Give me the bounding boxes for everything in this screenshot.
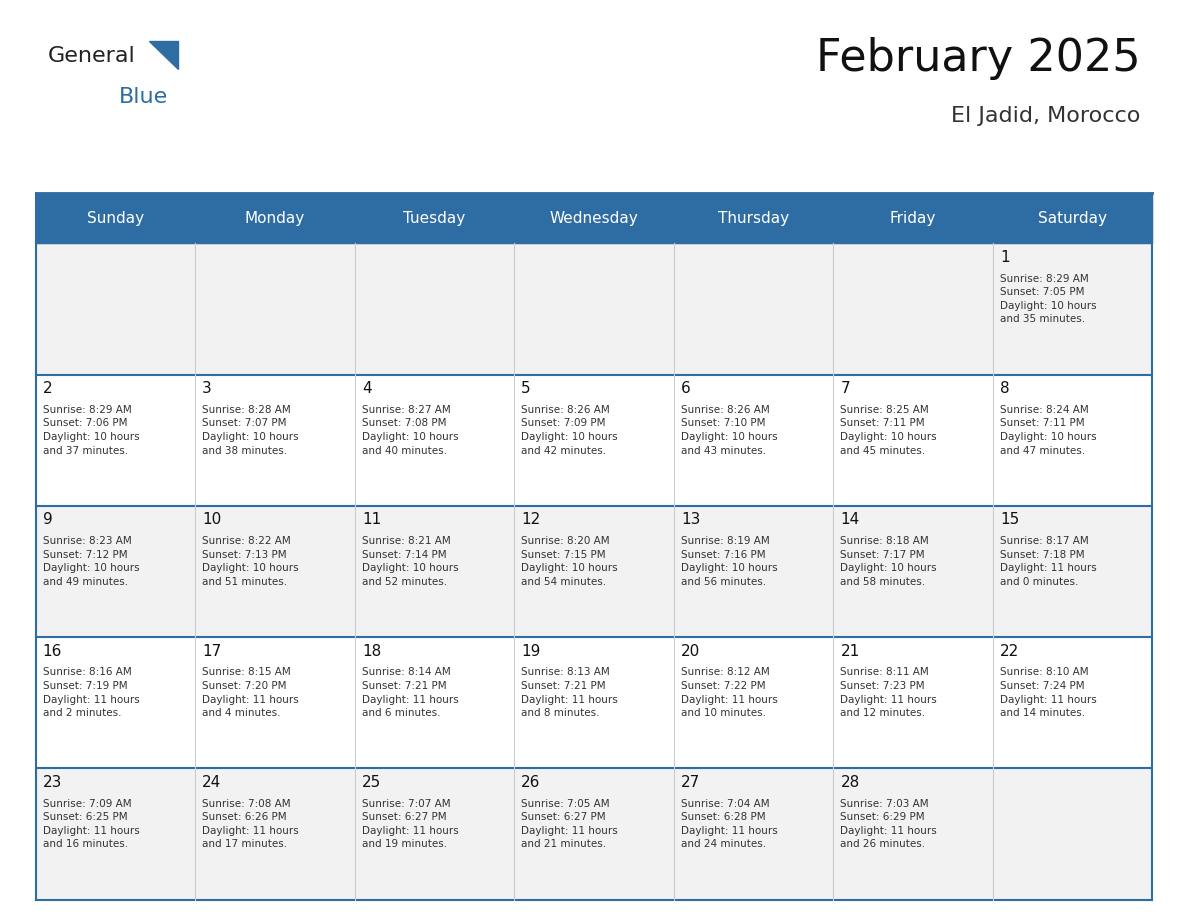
Text: 3: 3 bbox=[202, 381, 211, 396]
Text: 18: 18 bbox=[362, 644, 381, 658]
Text: 16: 16 bbox=[43, 644, 62, 658]
Text: Sunrise: 8:12 AM
Sunset: 7:22 PM
Daylight: 11 hours
and 10 minutes.: Sunrise: 8:12 AM Sunset: 7:22 PM Dayligh… bbox=[681, 667, 778, 718]
Text: 13: 13 bbox=[681, 512, 700, 527]
Text: Sunrise: 7:09 AM
Sunset: 6:25 PM
Daylight: 11 hours
and 16 minutes.: Sunrise: 7:09 AM Sunset: 6:25 PM Dayligh… bbox=[43, 799, 139, 849]
Text: Sunrise: 8:18 AM
Sunset: 7:17 PM
Daylight: 10 hours
and 58 minutes.: Sunrise: 8:18 AM Sunset: 7:17 PM Dayligh… bbox=[840, 536, 937, 587]
Text: 11: 11 bbox=[362, 512, 381, 527]
Text: El Jadid, Morocco: El Jadid, Morocco bbox=[952, 106, 1140, 126]
Text: 17: 17 bbox=[202, 644, 221, 658]
Text: 21: 21 bbox=[840, 644, 860, 658]
Text: Sunrise: 7:07 AM
Sunset: 6:27 PM
Daylight: 11 hours
and 19 minutes.: Sunrise: 7:07 AM Sunset: 6:27 PM Dayligh… bbox=[362, 799, 459, 849]
Text: Sunrise: 8:26 AM
Sunset: 7:09 PM
Daylight: 10 hours
and 42 minutes.: Sunrise: 8:26 AM Sunset: 7:09 PM Dayligh… bbox=[522, 405, 618, 455]
Text: Sunrise: 7:03 AM
Sunset: 6:29 PM
Daylight: 11 hours
and 26 minutes.: Sunrise: 7:03 AM Sunset: 6:29 PM Dayligh… bbox=[840, 799, 937, 849]
Text: February 2025: February 2025 bbox=[816, 37, 1140, 80]
Text: Sunday: Sunday bbox=[87, 210, 144, 226]
Text: 23: 23 bbox=[43, 775, 62, 789]
Text: Thursday: Thursday bbox=[718, 210, 789, 226]
Text: 4: 4 bbox=[362, 381, 372, 396]
Text: Sunrise: 8:10 AM
Sunset: 7:24 PM
Daylight: 11 hours
and 14 minutes.: Sunrise: 8:10 AM Sunset: 7:24 PM Dayligh… bbox=[1000, 667, 1097, 718]
Text: Blue: Blue bbox=[119, 87, 168, 107]
Text: Sunrise: 8:29 AM
Sunset: 7:05 PM
Daylight: 10 hours
and 35 minutes.: Sunrise: 8:29 AM Sunset: 7:05 PM Dayligh… bbox=[1000, 274, 1097, 324]
Text: Friday: Friday bbox=[890, 210, 936, 226]
Text: 12: 12 bbox=[522, 512, 541, 527]
Bar bbox=[36, 193, 1152, 243]
Text: Sunrise: 8:11 AM
Sunset: 7:23 PM
Daylight: 11 hours
and 12 minutes.: Sunrise: 8:11 AM Sunset: 7:23 PM Dayligh… bbox=[840, 667, 937, 718]
Text: 28: 28 bbox=[840, 775, 860, 789]
Text: 20: 20 bbox=[681, 644, 700, 658]
Text: Sunrise: 7:05 AM
Sunset: 6:27 PM
Daylight: 11 hours
and 21 minutes.: Sunrise: 7:05 AM Sunset: 6:27 PM Dayligh… bbox=[522, 799, 618, 849]
Text: Sunrise: 8:24 AM
Sunset: 7:11 PM
Daylight: 10 hours
and 47 minutes.: Sunrise: 8:24 AM Sunset: 7:11 PM Dayligh… bbox=[1000, 405, 1097, 455]
Text: Sunrise: 8:16 AM
Sunset: 7:19 PM
Daylight: 11 hours
and 2 minutes.: Sunrise: 8:16 AM Sunset: 7:19 PM Dayligh… bbox=[43, 667, 139, 718]
Text: Sunrise: 7:04 AM
Sunset: 6:28 PM
Daylight: 11 hours
and 24 minutes.: Sunrise: 7:04 AM Sunset: 6:28 PM Dayligh… bbox=[681, 799, 778, 849]
Text: Monday: Monday bbox=[245, 210, 305, 226]
Text: Sunrise: 8:23 AM
Sunset: 7:12 PM
Daylight: 10 hours
and 49 minutes.: Sunrise: 8:23 AM Sunset: 7:12 PM Dayligh… bbox=[43, 536, 139, 587]
Text: Tuesday: Tuesday bbox=[404, 210, 466, 226]
Text: 9: 9 bbox=[43, 512, 52, 527]
Text: Sunrise: 8:15 AM
Sunset: 7:20 PM
Daylight: 11 hours
and 4 minutes.: Sunrise: 8:15 AM Sunset: 7:20 PM Dayligh… bbox=[202, 667, 299, 718]
Text: 27: 27 bbox=[681, 775, 700, 789]
Text: Sunrise: 8:25 AM
Sunset: 7:11 PM
Daylight: 10 hours
and 45 minutes.: Sunrise: 8:25 AM Sunset: 7:11 PM Dayligh… bbox=[840, 405, 937, 455]
Text: Sunrise: 8:20 AM
Sunset: 7:15 PM
Daylight: 10 hours
and 54 minutes.: Sunrise: 8:20 AM Sunset: 7:15 PM Dayligh… bbox=[522, 536, 618, 587]
Text: 24: 24 bbox=[202, 775, 221, 789]
Bar bbox=[36, 768, 1152, 900]
Text: 5: 5 bbox=[522, 381, 531, 396]
Text: Sunrise: 8:22 AM
Sunset: 7:13 PM
Daylight: 10 hours
and 51 minutes.: Sunrise: 8:22 AM Sunset: 7:13 PM Dayligh… bbox=[202, 536, 299, 587]
Text: 1: 1 bbox=[1000, 250, 1010, 264]
Text: 6: 6 bbox=[681, 381, 690, 396]
Text: Sunrise: 8:14 AM
Sunset: 7:21 PM
Daylight: 11 hours
and 6 minutes.: Sunrise: 8:14 AM Sunset: 7:21 PM Dayligh… bbox=[362, 667, 459, 718]
Text: 25: 25 bbox=[362, 775, 381, 789]
Text: 19: 19 bbox=[522, 644, 541, 658]
Text: Sunrise: 8:21 AM
Sunset: 7:14 PM
Daylight: 10 hours
and 52 minutes.: Sunrise: 8:21 AM Sunset: 7:14 PM Dayligh… bbox=[362, 536, 459, 587]
Text: 15: 15 bbox=[1000, 512, 1019, 527]
Text: Sunrise: 8:26 AM
Sunset: 7:10 PM
Daylight: 10 hours
and 43 minutes.: Sunrise: 8:26 AM Sunset: 7:10 PM Dayligh… bbox=[681, 405, 777, 455]
Text: 14: 14 bbox=[840, 512, 860, 527]
Text: Sunrise: 8:27 AM
Sunset: 7:08 PM
Daylight: 10 hours
and 40 minutes.: Sunrise: 8:27 AM Sunset: 7:08 PM Dayligh… bbox=[362, 405, 459, 455]
Text: Saturday: Saturday bbox=[1038, 210, 1107, 226]
Text: 8: 8 bbox=[1000, 381, 1010, 396]
Text: 10: 10 bbox=[202, 512, 221, 527]
Text: 2: 2 bbox=[43, 381, 52, 396]
Text: Sunrise: 8:28 AM
Sunset: 7:07 PM
Daylight: 10 hours
and 38 minutes.: Sunrise: 8:28 AM Sunset: 7:07 PM Dayligh… bbox=[202, 405, 299, 455]
Text: 26: 26 bbox=[522, 775, 541, 789]
Text: 7: 7 bbox=[840, 381, 851, 396]
Text: 22: 22 bbox=[1000, 644, 1019, 658]
Polygon shape bbox=[148, 41, 178, 69]
Bar bbox=[36, 375, 1152, 506]
Text: General: General bbox=[48, 46, 135, 66]
Text: Sunrise: 8:17 AM
Sunset: 7:18 PM
Daylight: 11 hours
and 0 minutes.: Sunrise: 8:17 AM Sunset: 7:18 PM Dayligh… bbox=[1000, 536, 1097, 587]
Text: Sunrise: 7:08 AM
Sunset: 6:26 PM
Daylight: 11 hours
and 17 minutes.: Sunrise: 7:08 AM Sunset: 6:26 PM Dayligh… bbox=[202, 799, 299, 849]
Text: Sunrise: 8:19 AM
Sunset: 7:16 PM
Daylight: 10 hours
and 56 minutes.: Sunrise: 8:19 AM Sunset: 7:16 PM Dayligh… bbox=[681, 536, 777, 587]
Text: Sunrise: 8:29 AM
Sunset: 7:06 PM
Daylight: 10 hours
and 37 minutes.: Sunrise: 8:29 AM Sunset: 7:06 PM Dayligh… bbox=[43, 405, 139, 455]
Bar bbox=[36, 506, 1152, 637]
Bar bbox=[36, 637, 1152, 768]
Text: Wednesday: Wednesday bbox=[550, 210, 638, 226]
Bar bbox=[36, 243, 1152, 375]
Text: Sunrise: 8:13 AM
Sunset: 7:21 PM
Daylight: 11 hours
and 8 minutes.: Sunrise: 8:13 AM Sunset: 7:21 PM Dayligh… bbox=[522, 667, 618, 718]
